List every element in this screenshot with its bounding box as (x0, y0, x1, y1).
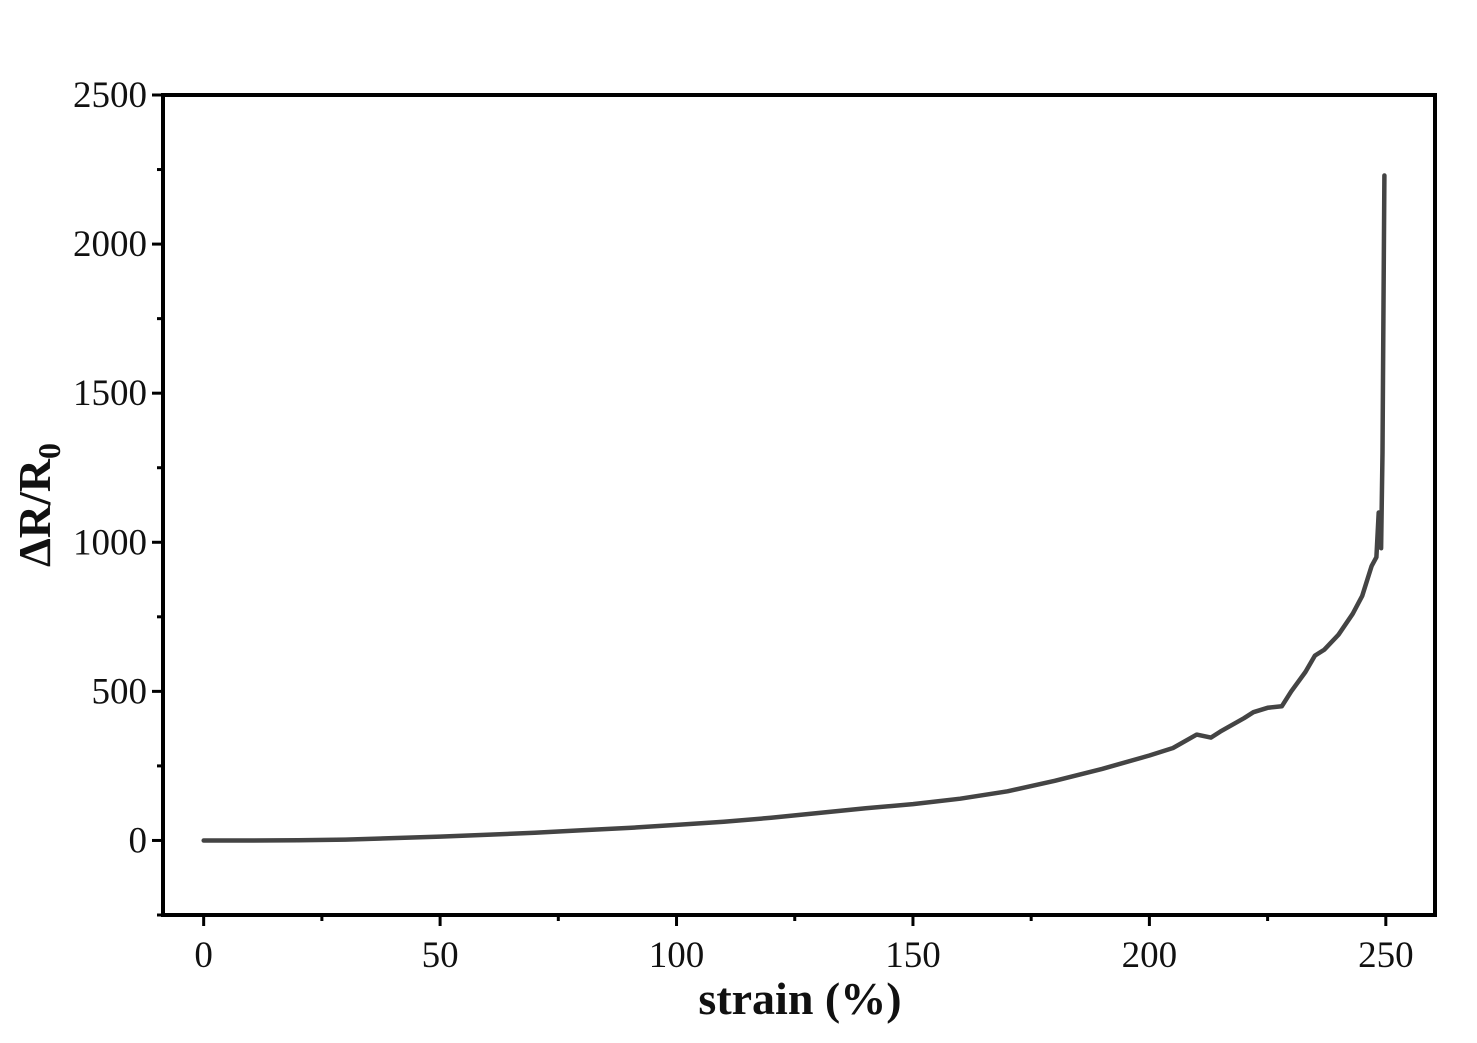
x-axis-label: strain (%) (698, 973, 901, 1024)
y-axis-label-main: ΔR/R (9, 458, 60, 567)
y-tick-label: 0 (129, 820, 148, 861)
x-tick-label: 50 (422, 935, 459, 976)
x-tick-label: 150 (885, 935, 941, 976)
y-axis-label: ΔR/R0 (9, 443, 67, 567)
plot-frame (161, 93, 1437, 917)
x-tick-label: 200 (1122, 935, 1178, 976)
y-tick-label: 2000 (73, 224, 147, 265)
y-tick-label: 2500 (73, 75, 147, 116)
data-line (201, 173, 1387, 843)
y-axis-label-sub: 0 (31, 443, 67, 459)
y-tick-label: 1000 (73, 522, 147, 563)
x-tick-label: 0 (194, 935, 213, 976)
x-tick-label: 100 (649, 935, 705, 976)
x-tick-label: 250 (1358, 935, 1414, 976)
y-tick-label: 500 (92, 671, 148, 712)
y-tick-label: 1500 (73, 373, 147, 414)
